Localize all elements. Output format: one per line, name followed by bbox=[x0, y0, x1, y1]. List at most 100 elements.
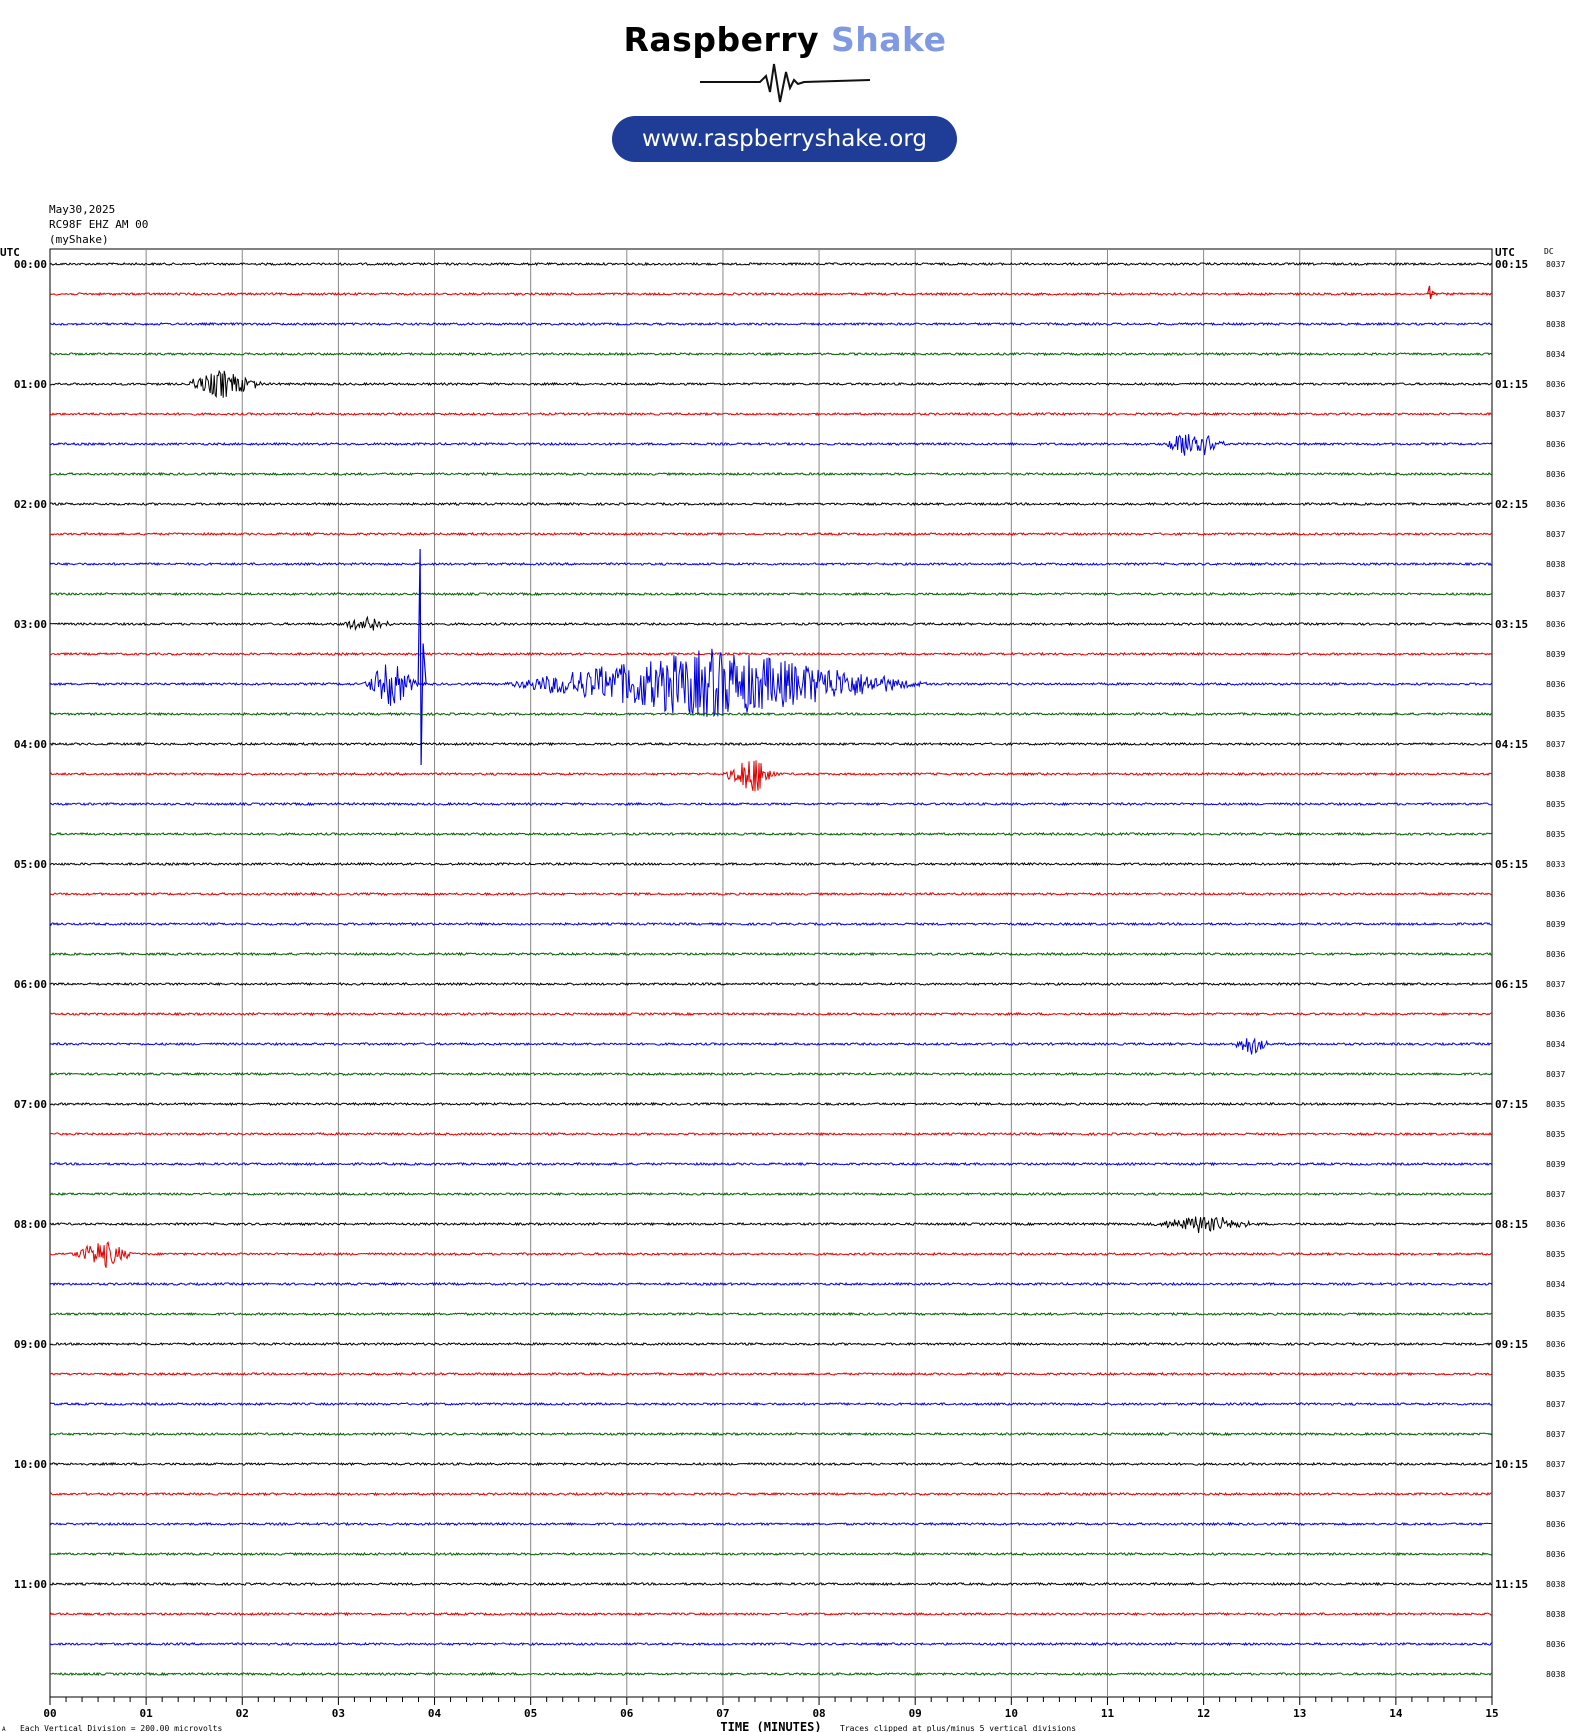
trace-row-12 bbox=[49, 615, 1493, 632]
dc-value: 8036 bbox=[1546, 680, 1565, 689]
hour-label-left: 10:00 bbox=[14, 1458, 47, 1471]
trace-row-21 bbox=[49, 891, 1493, 897]
dc-value: 8038 bbox=[1546, 770, 1565, 779]
dc-value: 8039 bbox=[1546, 1160, 1565, 1169]
dc-value: 8036 bbox=[1546, 1550, 1565, 1559]
dc-value: 8037 bbox=[1546, 1460, 1565, 1469]
dc-value: 8036 bbox=[1546, 1220, 1565, 1229]
x-tick-label: 04 bbox=[428, 1707, 442, 1720]
trace-row-1 bbox=[49, 291, 1493, 297]
dc-value: 8036 bbox=[1546, 1010, 1565, 1019]
trace-row-8 bbox=[49, 501, 1493, 507]
trace-row-20 bbox=[49, 861, 1493, 867]
trace-row-17 bbox=[49, 760, 1493, 792]
hour-label-right: 00:15 bbox=[1495, 258, 1528, 271]
hour-label-right: 03:15 bbox=[1495, 618, 1528, 631]
trace-spike-row-14-0 bbox=[417, 548, 427, 766]
dc-value: 8036 bbox=[1546, 620, 1565, 629]
dc-value: 8038 bbox=[1546, 1670, 1565, 1679]
hour-label-right: 05:15 bbox=[1495, 858, 1528, 871]
hour-label-left: 05:00 bbox=[14, 858, 47, 871]
hour-label-right: 06:15 bbox=[1495, 978, 1528, 991]
x-tick-label: 01 bbox=[140, 1707, 154, 1720]
dc-value: 8037 bbox=[1546, 980, 1565, 989]
dc-value: 8037 bbox=[1546, 1400, 1565, 1409]
trace-row-34 bbox=[49, 1281, 1493, 1287]
trace-row-23 bbox=[49, 951, 1493, 957]
trace-row-26 bbox=[49, 1037, 1493, 1055]
x-tick-label: 15 bbox=[1485, 1707, 1498, 1720]
trace-row-33 bbox=[49, 1241, 1493, 1268]
dc-value: 8037 bbox=[1546, 1490, 1565, 1499]
trace-row-22 bbox=[49, 921, 1493, 927]
dc-value: 8035 bbox=[1546, 800, 1565, 809]
trace-row-46 bbox=[49, 1641, 1493, 1647]
trace-row-11 bbox=[49, 591, 1493, 597]
dc-value: 8038 bbox=[1546, 1580, 1565, 1589]
dc-value: 8035 bbox=[1546, 1100, 1565, 1109]
footer-clip-note: Traces clipped at plus/minus 5 vertical … bbox=[840, 1724, 1076, 1732]
dc-value: 8039 bbox=[1546, 650, 1565, 659]
trace-row-25 bbox=[50, 1011, 1493, 1017]
logo-title: Raspberry Shake bbox=[0, 20, 1570, 59]
trace-row-19 bbox=[49, 831, 1493, 837]
x-tick-label: 13 bbox=[1293, 1707, 1306, 1720]
x-tick-label: 06 bbox=[620, 1707, 634, 1720]
trace-row-40 bbox=[49, 1461, 1493, 1467]
dc-value: 8038 bbox=[1546, 560, 1565, 569]
trace-row-38 bbox=[49, 1401, 1493, 1407]
plot-frame bbox=[49, 248, 1493, 1698]
hour-label-right: 01:15 bbox=[1495, 378, 1528, 391]
x-tick-label: 07 bbox=[716, 1707, 729, 1720]
hour-label-left: 02:00 bbox=[14, 498, 47, 511]
trace-row-32 bbox=[49, 1216, 1493, 1234]
website-link[interactable]: www.raspberryshake.org bbox=[612, 116, 957, 162]
dc-value: 8037 bbox=[1546, 1430, 1565, 1439]
dc-value: 8034 bbox=[1546, 350, 1565, 359]
hour-label-left: 06:00 bbox=[14, 978, 47, 991]
x-tick-label: 11 bbox=[1101, 1707, 1115, 1720]
trace-row-27 bbox=[49, 1071, 1493, 1077]
x-tick-label: 12 bbox=[1197, 1707, 1210, 1720]
header-source: (myShake) bbox=[49, 233, 109, 246]
trace-row-15 bbox=[49, 711, 1493, 717]
hour-label-right: 11:15 bbox=[1495, 1578, 1528, 1591]
dc-value: 8037 bbox=[1546, 410, 1565, 419]
trace-row-43 bbox=[49, 1551, 1493, 1557]
dc-value: 8036 bbox=[1546, 1640, 1565, 1649]
trace-row-2 bbox=[49, 321, 1493, 327]
trace-row-14 bbox=[49, 648, 1493, 718]
logo-wave-icon bbox=[700, 63, 870, 103]
trace-row-42 bbox=[49, 1521, 1493, 1527]
trace-row-16 bbox=[49, 741, 1493, 747]
hour-label-left: 08:00 bbox=[14, 1218, 47, 1231]
hour-label-right: 04:15 bbox=[1495, 738, 1528, 751]
dc-value: 8036 bbox=[1546, 1340, 1565, 1349]
dc-value: 8037 bbox=[1546, 260, 1565, 269]
hour-label-left: 09:00 bbox=[14, 1338, 47, 1351]
dc-title: DC bbox=[1544, 247, 1554, 256]
dc-value: 8035 bbox=[1546, 830, 1565, 839]
dc-value: 8036 bbox=[1546, 890, 1565, 899]
trace-row-7 bbox=[49, 471, 1493, 477]
trace-row-10 bbox=[49, 561, 1493, 567]
dc-value: 8033 bbox=[1546, 860, 1565, 869]
trace-row-9 bbox=[50, 531, 1493, 537]
trace-row-29 bbox=[49, 1131, 1493, 1137]
header-station: RC98F EHZ AM 00 bbox=[49, 218, 149, 231]
trace-row-47 bbox=[49, 1671, 1493, 1677]
hour-label-left: 04:00 bbox=[14, 738, 47, 751]
corner-mark: A bbox=[2, 1726, 6, 1732]
dc-value: 8039 bbox=[1546, 920, 1565, 929]
hour-label-left: 00:00 bbox=[14, 258, 47, 271]
trace-row-13 bbox=[49, 651, 1493, 657]
hour-label-right: 02:15 bbox=[1495, 498, 1528, 511]
dc-value: 8037 bbox=[1546, 530, 1565, 539]
trace-row-6 bbox=[49, 434, 1493, 456]
dc-value: 8036 bbox=[1546, 500, 1565, 509]
trace-row-31 bbox=[49, 1191, 1493, 1197]
hour-label-left: 01:00 bbox=[14, 378, 47, 391]
x-tick-label: 00 bbox=[43, 1707, 56, 1720]
dc-value: 8037 bbox=[1546, 740, 1565, 749]
